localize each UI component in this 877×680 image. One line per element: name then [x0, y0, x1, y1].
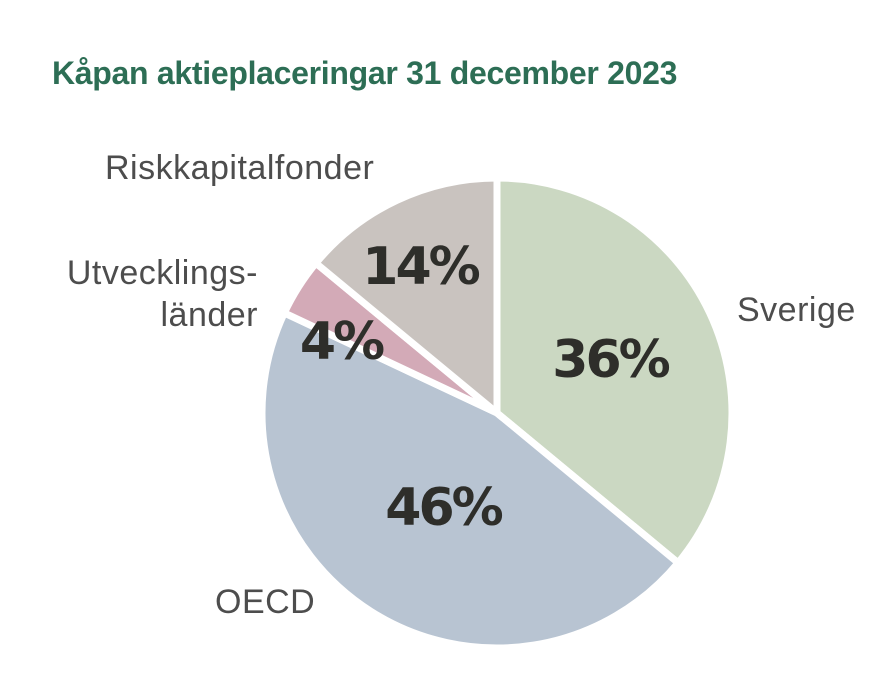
pie-slice-sverige [493, 174, 736, 568]
pie-slice-riskkapitalfonder [311, 174, 501, 421]
pie-slice-oecd [258, 308, 684, 652]
label-riskkapitalfonder: Riskkapitalfonder [105, 149, 375, 187]
pct-label-sverige: 36% [552, 330, 670, 390]
pct-label-oecd: 46% [385, 478, 503, 538]
label-utvecklingslander-line2: länder [160, 296, 258, 334]
pct-label-utvecklingslander: 4% [299, 312, 385, 372]
pct-label-riskkapitalfonder: 14% [362, 237, 480, 297]
label-oecd: OECD [215, 583, 316, 621]
chart-title: Kåpan aktieplaceringar 31 december 2023 [52, 55, 678, 91]
label-utvecklingslander: Utvecklings- länder [40, 252, 258, 336]
label-sverige: Sverige [737, 291, 856, 329]
label-utvecklingslander-line1: Utvecklings- [66, 254, 258, 292]
